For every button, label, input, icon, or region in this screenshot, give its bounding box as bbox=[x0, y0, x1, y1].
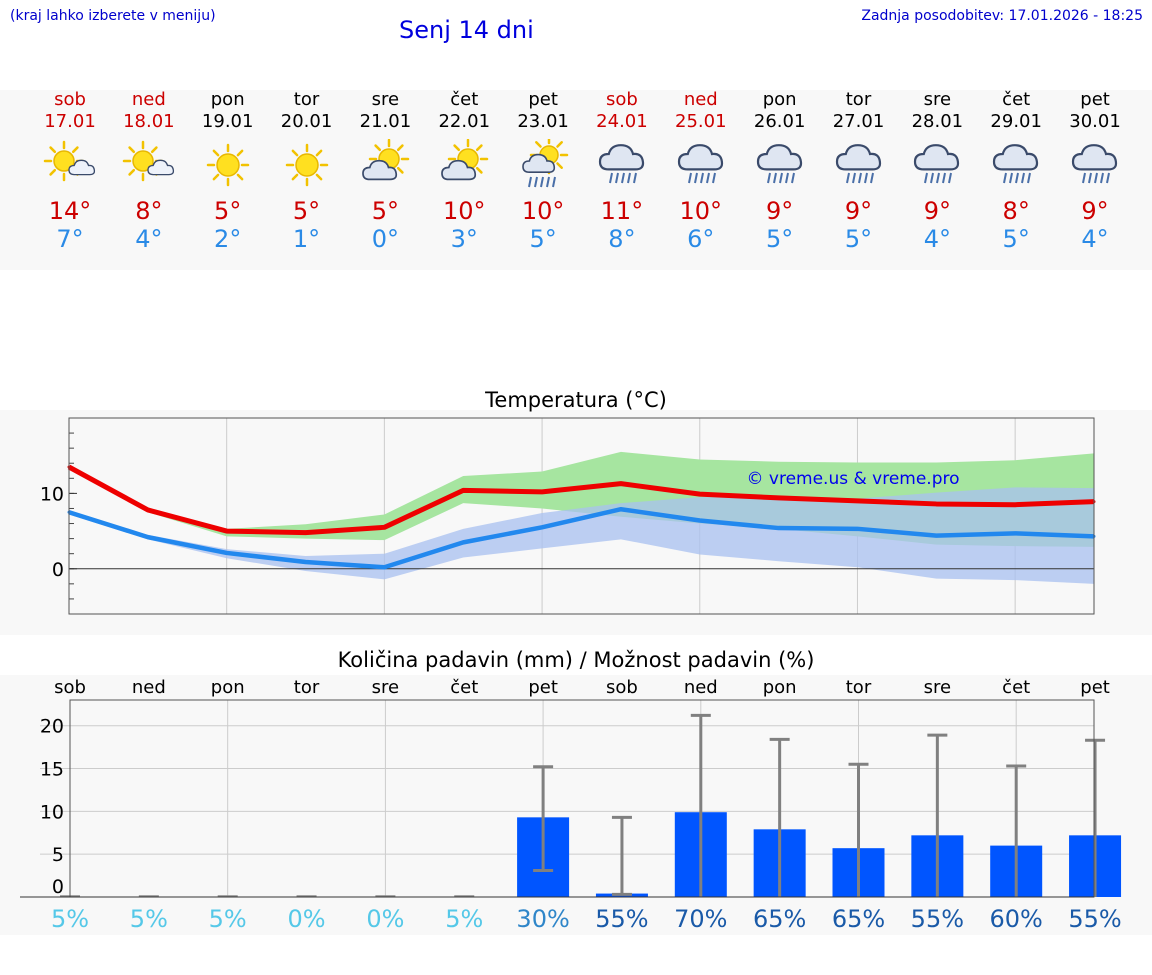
max-temp: 9° bbox=[923, 197, 951, 225]
max-temp: 9° bbox=[1081, 197, 1109, 225]
min-temp: 7° bbox=[56, 225, 84, 253]
min-temp: 5° bbox=[1002, 225, 1030, 253]
min-temp: 1° bbox=[292, 225, 321, 253]
max-temp: 11° bbox=[600, 197, 644, 225]
day-date: 19.01 bbox=[201, 111, 254, 132]
max-temp: 8° bbox=[135, 197, 163, 225]
day-date: 29.01 bbox=[990, 111, 1042, 132]
sun-icon bbox=[267, 139, 347, 191]
page-title: Senj 14 dni bbox=[399, 16, 534, 44]
min-temp: 4° bbox=[1081, 225, 1109, 253]
day-date: 26.01 bbox=[753, 111, 806, 132]
min-temp: 6° bbox=[687, 225, 715, 253]
cloud-rain-icon bbox=[582, 139, 662, 191]
max-temp: 5° bbox=[214, 197, 242, 225]
day-column: sre 28.01 9° 4° bbox=[897, 89, 977, 253]
day-date: 27.01 bbox=[832, 111, 885, 132]
day-name: sob bbox=[54, 89, 86, 110]
day-name: pon bbox=[210, 89, 245, 110]
cloud-rain-icon bbox=[740, 139, 820, 191]
day-date: 23.01 bbox=[517, 111, 569, 132]
max-temp: 10° bbox=[521, 197, 565, 225]
day-date: 18.01 bbox=[123, 111, 175, 132]
min-temp: 2° bbox=[214, 225, 242, 253]
day-date: 21.01 bbox=[359, 111, 412, 132]
cloud-rain-icon bbox=[819, 139, 899, 191]
cloud-rain-icon bbox=[897, 139, 977, 191]
day-name: ned bbox=[131, 89, 166, 110]
day-date: 20.01 bbox=[280, 111, 333, 132]
max-temp: 9° bbox=[844, 197, 873, 225]
precipitation-chart-title: Količina padavin (mm) / Možnost padavin … bbox=[337, 648, 815, 672]
max-temp: 9° bbox=[766, 197, 794, 225]
max-temp: 5° bbox=[292, 197, 321, 225]
min-temp: 3° bbox=[450, 225, 478, 253]
last-update: Zadnja posodobitev: 17.01.2026 - 18:25 bbox=[861, 8, 1143, 24]
day-date: 30.01 bbox=[1069, 111, 1121, 132]
day-column: sob 17.01 14° 7° bbox=[30, 89, 110, 253]
day-name: pet bbox=[528, 89, 558, 110]
day-column: čet 22.01 10° 3° bbox=[424, 89, 504, 253]
sun-rain-icon bbox=[503, 139, 583, 191]
cloud-rain-icon bbox=[976, 139, 1056, 191]
temperature-chart-title: Temperatura (°C) bbox=[485, 388, 667, 412]
day-name: pon bbox=[762, 89, 797, 110]
max-temp: 8° bbox=[1002, 197, 1030, 225]
min-temp: 4° bbox=[923, 225, 951, 253]
day-column: tor 20.01 5° 1° bbox=[267, 89, 347, 253]
day-name: tor bbox=[293, 89, 320, 110]
min-temp: 0° bbox=[371, 225, 400, 253]
partly-cloudy-icon bbox=[345, 139, 425, 191]
min-temp: 5° bbox=[844, 225, 873, 253]
day-name: ned bbox=[683, 89, 718, 110]
min-temp: 5° bbox=[766, 225, 794, 253]
day-column: pet 30.01 9° 4° bbox=[1055, 89, 1135, 253]
sun-cloud-icon bbox=[109, 139, 189, 191]
day-column: sob 24.01 11° 8° bbox=[582, 89, 662, 253]
day-column: ned 18.01 8° 4° bbox=[109, 89, 189, 253]
min-temp: 8° bbox=[608, 225, 636, 253]
day-column: čet 29.01 8° 5° bbox=[976, 89, 1056, 253]
min-temp: 4° bbox=[135, 225, 163, 253]
day-date: 24.01 bbox=[596, 111, 648, 132]
day-name: sre bbox=[371, 89, 400, 110]
day-date: 28.01 bbox=[911, 111, 964, 132]
cloud-rain-icon bbox=[1055, 139, 1135, 191]
day-column: pet 23.01 10° 5° bbox=[503, 89, 583, 253]
location-menu-hint[interactable]: (kraj lahko izberete v meniju) bbox=[10, 8, 216, 24]
day-name: sre bbox=[923, 89, 952, 110]
day-column: tor 27.01 9° 5° bbox=[819, 89, 899, 253]
day-date: 22.01 bbox=[438, 111, 491, 132]
max-temp: 5° bbox=[371, 197, 400, 225]
day-name: sob bbox=[606, 89, 638, 110]
min-temp: 5° bbox=[529, 225, 557, 253]
sun-icon bbox=[188, 139, 268, 191]
cloud-rain-icon bbox=[661, 139, 741, 191]
day-column: ned 25.01 10° 6° bbox=[661, 89, 741, 253]
day-name: čet bbox=[450, 89, 479, 110]
day-name: pet bbox=[1080, 89, 1110, 110]
day-name: čet bbox=[1002, 89, 1031, 110]
day-column: sre 21.01 5° 0° bbox=[345, 89, 425, 253]
max-temp: 10° bbox=[442, 197, 486, 225]
partly-cloudy-icon bbox=[424, 139, 504, 191]
day-date: 25.01 bbox=[675, 111, 727, 132]
day-column: pon 26.01 9° 5° bbox=[740, 89, 820, 253]
precipitation-panel bbox=[0, 675, 1152, 935]
day-name: tor bbox=[845, 89, 872, 110]
sun-cloud-icon bbox=[30, 139, 110, 191]
max-temp: 10° bbox=[679, 197, 723, 225]
day-column: pon 19.01 5° 2° bbox=[188, 89, 268, 253]
day-date: 17.01 bbox=[44, 111, 96, 132]
max-temp: 14° bbox=[48, 197, 92, 225]
temperature-panel bbox=[0, 410, 1152, 635]
daily-forecast-band bbox=[0, 90, 1152, 270]
